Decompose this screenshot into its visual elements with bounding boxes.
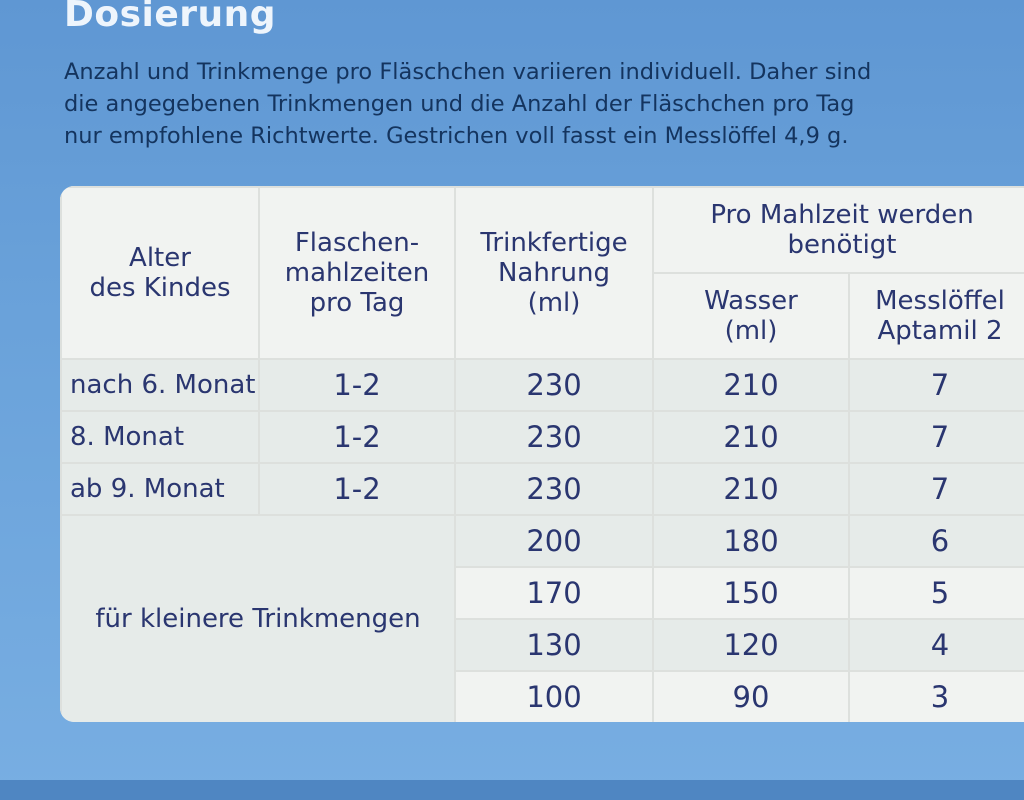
cell-water: 90	[652, 670, 850, 722]
header-water-line: Wasser	[704, 286, 798, 316]
cell-water: 120	[652, 618, 850, 672]
header-meals-line: mahlzeiten	[284, 258, 430, 288]
cell-scoops: 7	[847, 462, 1024, 516]
table-row: 130 120 4	[61, 618, 1024, 672]
cell-scoops: 3	[847, 670, 1024, 722]
table-row: 170 150 5	[61, 566, 1024, 620]
table-row: 8. Monat 1-2 230 210 7	[60, 410, 1024, 464]
header-meals-line: pro Tag	[309, 288, 405, 318]
dosage-table-panel: Alter des Kindes Flaschen- mahlzeiten pr…	[60, 186, 1024, 722]
cell-water: 210	[652, 462, 850, 516]
intro-line: nur empfohlene Richtwerte. Gestrichen vo…	[64, 123, 849, 149]
intro-line: die angegebenen Trinkmengen und die Anza…	[64, 91, 855, 117]
cell-scoops: 4	[847, 618, 1024, 672]
package-bottom-band	[0, 780, 1024, 800]
cell-water: 210	[652, 358, 850, 412]
cell-water: 150	[652, 566, 850, 620]
header-meals: Flaschen- mahlzeiten pro Tag	[258, 186, 456, 360]
page-title: Dosierung	[64, 0, 277, 35]
cell-ready: 230	[454, 410, 654, 464]
cell-meals: 1-2	[258, 358, 456, 412]
header-age-line: des Kindes	[89, 273, 231, 303]
table-row: nach 6. Monat 1-2 230 210 7	[60, 358, 1024, 412]
cell-ready: 130	[454, 618, 654, 672]
table-row: für kleinere Trinkmengen 200 180 6	[60, 514, 1024, 722]
cell-ready: 200	[454, 514, 654, 568]
cell-meals: 1-2	[258, 462, 456, 516]
header-scoops-line: Messlöffel	[875, 286, 1005, 316]
table-row: ab 9. Monat 1-2 230 210 7	[60, 462, 1024, 516]
header-meals-line: Flaschen-	[294, 228, 420, 258]
header-group-line: benötigt	[787, 230, 897, 260]
header-ready-line: Nahrung	[497, 258, 610, 288]
cell-small-amounts-label: für kleinere Trinkmengen	[60, 514, 456, 722]
cell-scoops: 6	[847, 514, 1024, 568]
header-ready-line: Trinkfertige	[480, 228, 628, 258]
table-row: 100 90 3	[61, 670, 1024, 722]
header-age-line: Alter	[129, 243, 191, 273]
header-group-line: Pro Mahlzeit werden	[710, 200, 974, 230]
cell-age: 8. Monat	[60, 410, 260, 464]
cell-ready: 230	[454, 358, 654, 412]
cell-meals: 1-2	[258, 410, 456, 464]
cell-age: nach 6. Monat	[60, 358, 260, 412]
cell-water: 180	[652, 514, 850, 568]
header-ready-line: (ml)	[527, 288, 581, 318]
header-scoops-line: Aptamil 2	[877, 316, 1003, 346]
intro-text: Anzahl und Trinkmenge pro Fläschchen var…	[64, 56, 1024, 152]
header-water: Wasser (ml)	[652, 272, 850, 360]
header-ready: Trinkfertige Nahrung (ml)	[454, 186, 654, 360]
cell-water: 210	[652, 410, 850, 464]
cell-scoops: 7	[847, 410, 1024, 464]
header-scoops: Messlöffel Aptamil 2	[847, 272, 1024, 360]
cell-ready: 170	[454, 566, 654, 620]
header-water-line: (ml)	[724, 316, 778, 346]
cell-ready: 230	[454, 462, 654, 516]
header-age: Alter des Kindes	[60, 186, 260, 360]
header-group: Pro Mahlzeit werden benötigt	[651, 186, 1024, 274]
intro-line: Anzahl und Trinkmenge pro Fläschchen var…	[64, 59, 872, 85]
cell-scoops: 7	[847, 358, 1024, 412]
cell-ready: 100	[454, 670, 654, 722]
dosage-table: Alter des Kindes Flaschen- mahlzeiten pr…	[60, 186, 1024, 722]
cell-scoops: 5	[847, 566, 1024, 620]
cell-age: ab 9. Monat	[60, 462, 260, 516]
